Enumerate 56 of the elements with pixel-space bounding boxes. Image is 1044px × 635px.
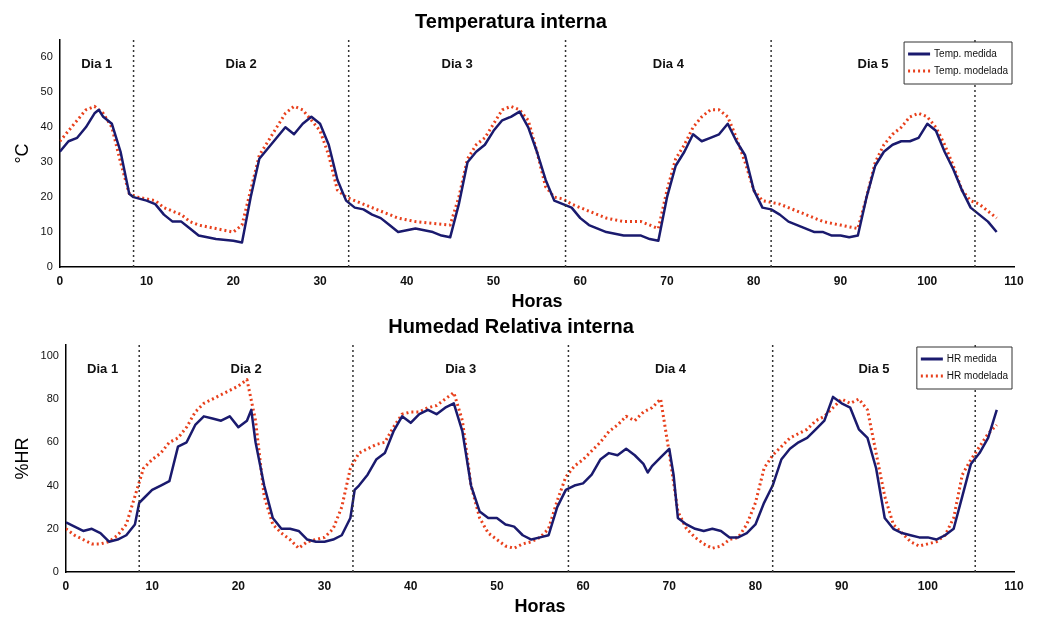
y-axis-title: °C — [11, 143, 32, 164]
x-tick-label: 60 — [573, 273, 588, 288]
chart-title: Humedad Relativa interna — [388, 314, 635, 337]
annotation: Dia 1 — [81, 55, 113, 71]
annotation: Dia 5 — [857, 55, 889, 71]
x-tick-label: 40 — [400, 273, 414, 288]
annotation: Dia 4 — [655, 360, 687, 376]
x-tick-label: 30 — [317, 578, 332, 593]
x-tick-label: 110 — [1004, 578, 1025, 593]
x-tick-label: 100 — [917, 578, 939, 593]
x-tick-label: 30 — [313, 273, 328, 288]
legend-label: HR modelada — [946, 369, 1009, 381]
y-tick-label: 0 — [52, 565, 59, 578]
y-tick-label: 60 — [40, 50, 53, 63]
x-axis-title: Horas — [511, 291, 563, 312]
y-tick-label: 20 — [46, 521, 59, 534]
x-tick-label: 80 — [747, 273, 761, 288]
x-tick-label: 70 — [660, 273, 675, 288]
x-tick-label: 0 — [62, 578, 70, 593]
chart-title: Temperatura interna — [415, 9, 608, 32]
x-tick-label: 20 — [231, 578, 246, 593]
x-tick-label: 90 — [833, 273, 848, 288]
x-axis-title: Horas — [514, 596, 566, 617]
annotation: Dia 3 — [441, 55, 473, 71]
x-tick-label: 70 — [662, 578, 677, 593]
x-tick-label: 100 — [917, 273, 938, 288]
x-tick-label: 40 — [404, 578, 418, 593]
y-axis-title: %HR — [11, 437, 32, 480]
annotation: Dia 4 — [652, 55, 685, 71]
x-tick-label: 20 — [226, 273, 241, 288]
y-tick-label: 60 — [46, 435, 59, 448]
x-tick-label: 110 — [1004, 273, 1025, 288]
x-tick-label: 60 — [576, 578, 591, 593]
legend-label: Temp. medida — [934, 47, 998, 59]
y-tick-label: 40 — [46, 478, 59, 491]
y-tick-label: 30 — [40, 155, 53, 168]
annotation: Dia 1 — [87, 360, 119, 376]
y-tick-label: 10 — [40, 225, 53, 238]
y-tick-label: 0 — [46, 260, 53, 273]
y-tick-label: 40 — [40, 120, 53, 133]
annotation: Dia 3 — [445, 360, 477, 376]
x-tick-label: 90 — [834, 578, 849, 593]
x-tick-label: 10 — [145, 578, 160, 593]
y-tick-label: 20 — [40, 190, 53, 203]
annotation: Dia 2 — [230, 360, 262, 376]
y-tick-label: 100 — [40, 348, 59, 361]
legend-label: Temp. modelada — [934, 64, 1009, 76]
x-tick-label: 10 — [139, 273, 154, 288]
y-tick-label: 50 — [40, 85, 53, 98]
x-tick-label: 50 — [486, 273, 501, 288]
x-tick-label: 50 — [490, 578, 504, 593]
annotation: Dia 2 — [225, 55, 257, 71]
x-tick-label: 80 — [748, 578, 763, 593]
annotation: Dia 5 — [858, 360, 890, 376]
y-tick-label: 80 — [46, 392, 59, 405]
legend-label: HR medida — [946, 352, 998, 364]
